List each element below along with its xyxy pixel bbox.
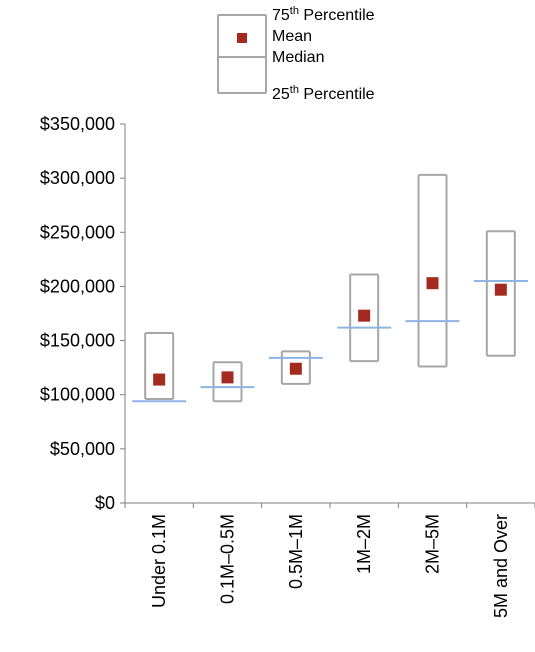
x-tick-label: 2M–5M <box>423 514 443 574</box>
x-tick-label: 5M and Over <box>491 514 511 618</box>
box-group <box>268 350 323 385</box>
y-tick-label: $200,000 <box>40 276 115 296</box>
x-tick-label: 0.1M–0.5M <box>218 514 238 604</box>
y-tick-label: $350,000 <box>40 114 115 134</box>
legend-text: 75 <box>272 7 290 24</box>
legend-superscript: th <box>290 5 299 17</box>
y-tick-label: $50,000 <box>50 439 115 459</box>
box-group <box>337 273 392 363</box>
legend-text: Mean <box>272 28 312 45</box>
legend-item-25th-percentile: 25th Percentile <box>272 84 375 103</box>
mean-marker <box>289 362 302 375</box>
box-group <box>473 230 528 357</box>
legend-superscript: th <box>290 84 299 96</box>
plot-area <box>132 173 528 403</box>
box-group <box>405 173 460 368</box>
x-tick-label: Under 0.1M <box>149 514 169 608</box>
y-tick-label: $100,000 <box>40 385 115 405</box>
x-tick-label: 1M–2M <box>354 514 374 574</box>
legend-text: 25 <box>272 86 290 103</box>
y-tick-label: $0 <box>95 493 115 513</box>
y-tick-label: $250,000 <box>40 222 115 242</box>
mean-marker <box>358 309 371 322</box>
x-axis: Under 0.1M 0.1M–0.5M 0.5M–1M 1M–2M 2M–5M 5M a… <box>124 502 535 618</box>
box-group <box>132 331 187 403</box>
x-tick-label: 0.5M–1M <box>286 514 306 589</box>
legend-item-75th-percentile: 75th Percentile <box>272 5 375 24</box>
y-axis: $0 $50,000 $100,000 $150,000 $200,000 $250,00… <box>40 114 126 513</box>
legend-text: Median <box>272 49 324 66</box>
mean-marker <box>221 371 234 384</box>
y-tick-label: $150,000 <box>40 331 115 351</box>
legend-text-rest: Percentile <box>299 86 375 103</box>
legend-text-rest: Percentile <box>299 7 375 24</box>
mean-marker <box>494 283 507 296</box>
mean-marker <box>426 277 439 290</box>
box-group <box>200 361 255 403</box>
legend-item-mean: Mean <box>272 28 312 45</box>
legend-item-median: Median <box>272 49 324 66</box>
legend-mean-symbol <box>237 33 247 43</box>
y-tick-label: $300,000 <box>40 168 115 188</box>
mean-marker <box>153 373 166 386</box>
